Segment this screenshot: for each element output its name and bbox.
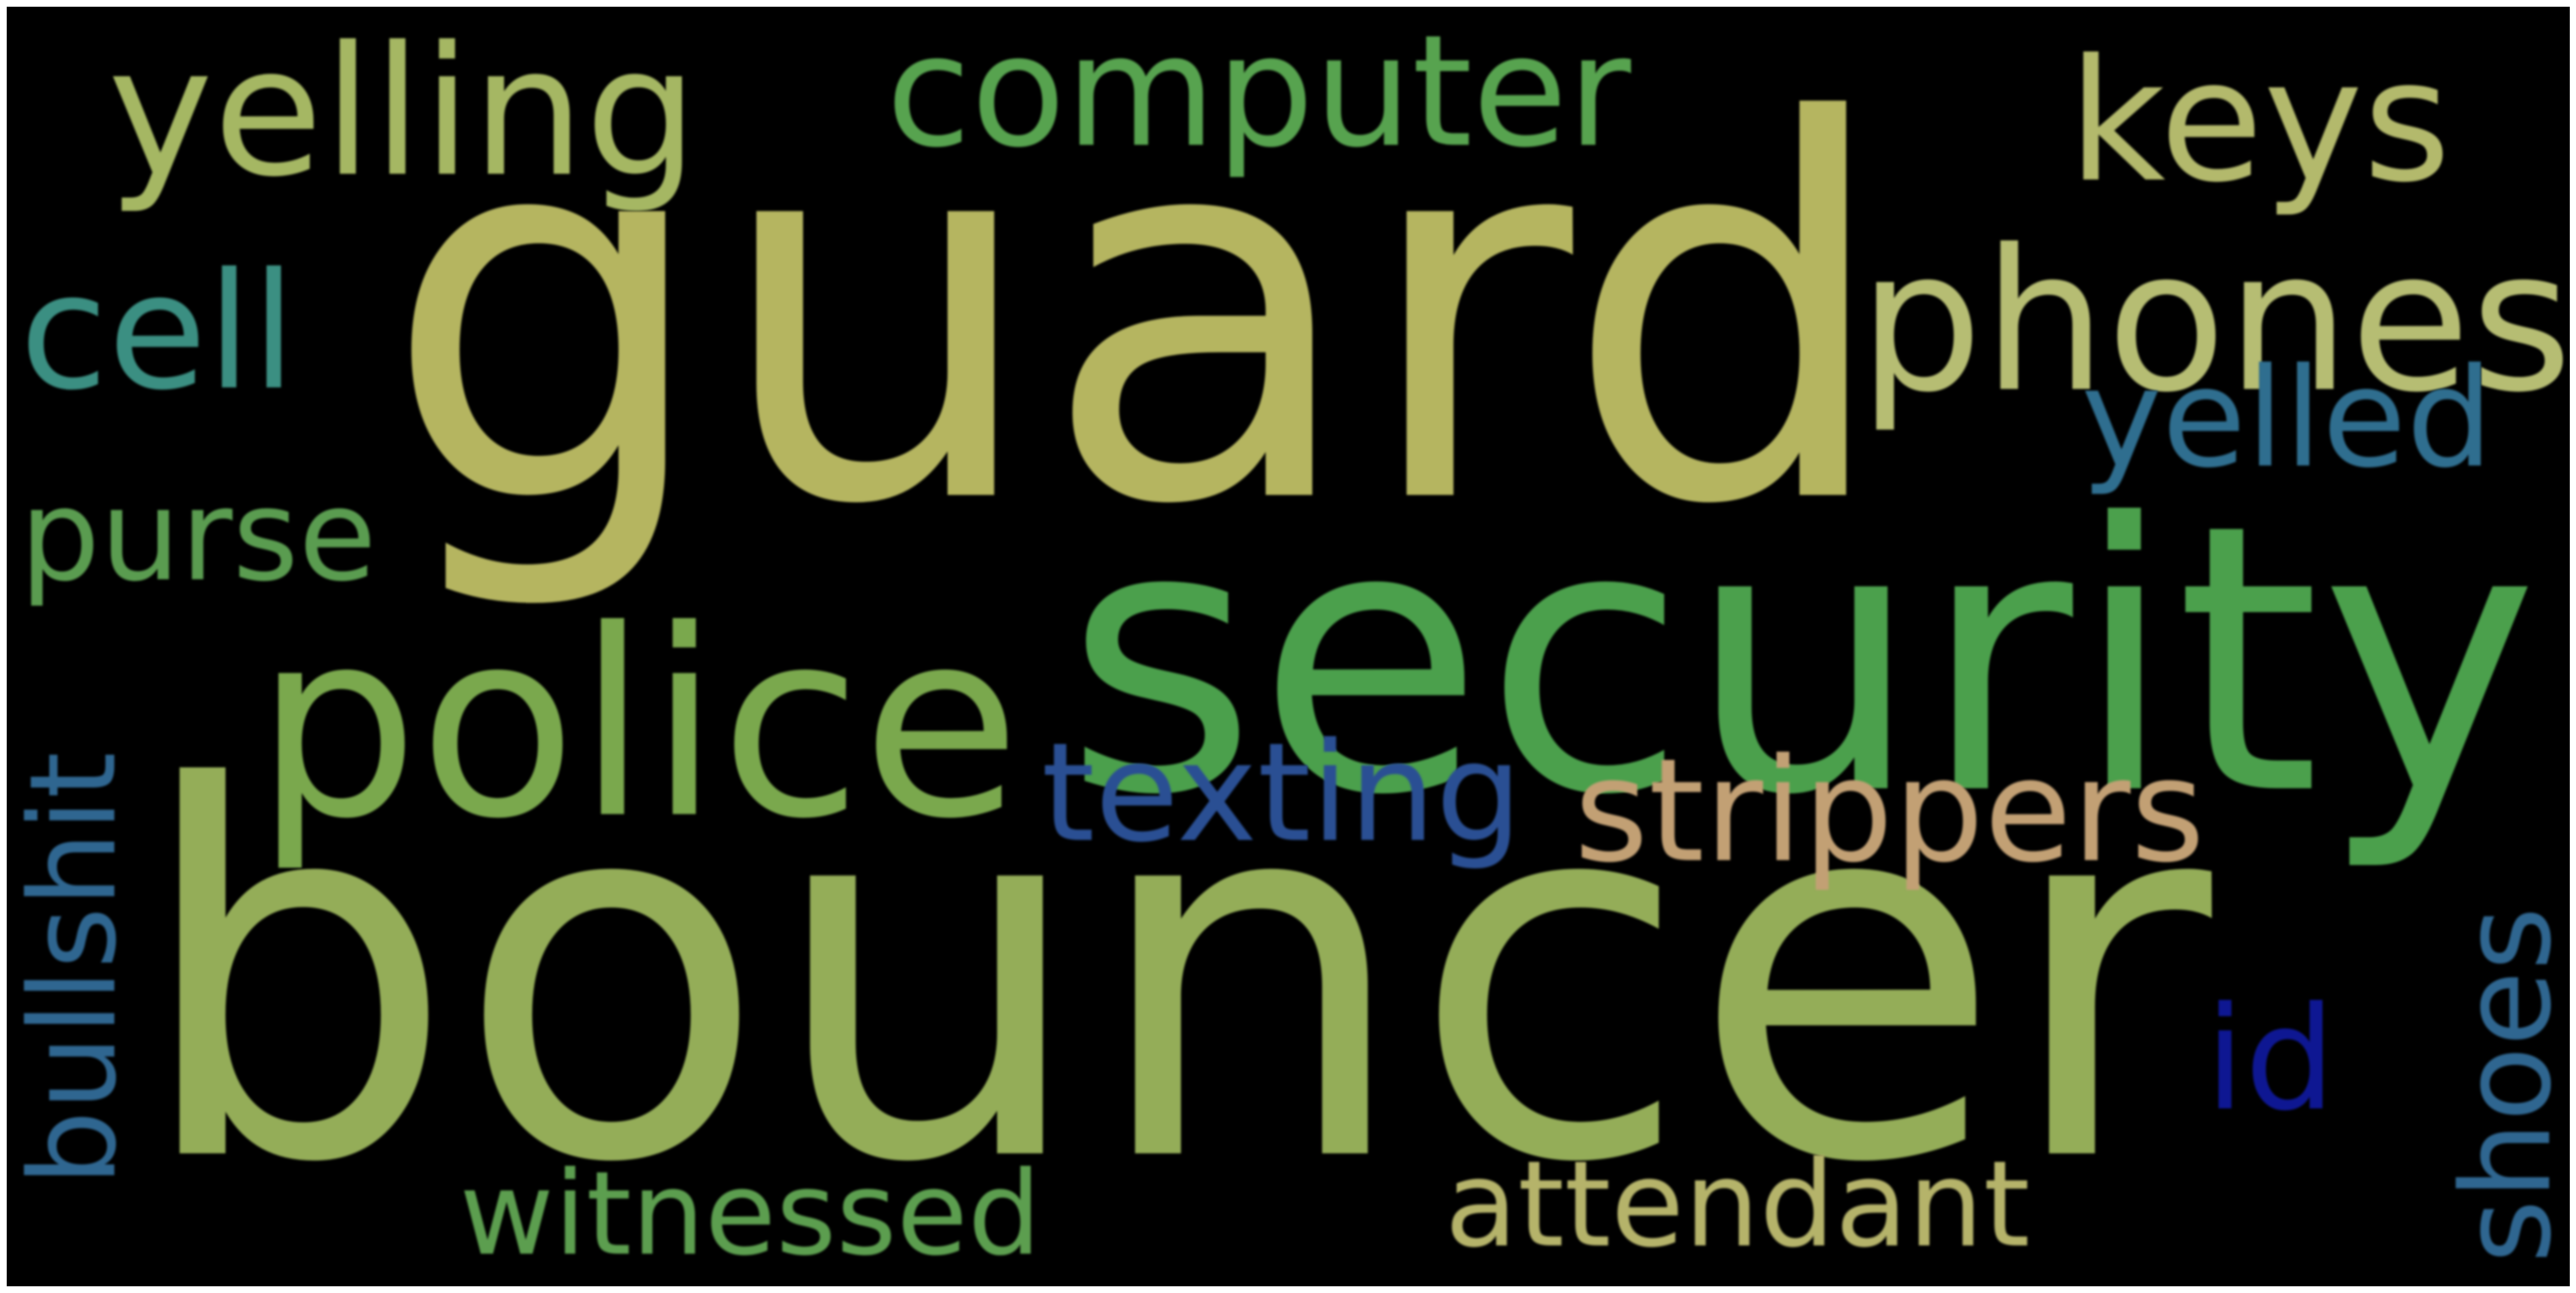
word-police: police	[255, 575, 1021, 876]
word-computer: computer	[886, 7, 1631, 182]
word-strippers: strippers	[1574, 728, 2205, 894]
word-bullshit: bullshit	[7, 751, 143, 1186]
word-guard: guard	[383, 12, 1894, 618]
word-security: security	[1065, 445, 2539, 876]
word-witnessed: witnessed	[459, 1146, 1041, 1282]
word-yelling: yelling	[108, 9, 698, 217]
word-cloud-canvas: guard bouncer security police phones com…	[7, 7, 2570, 1286]
word-id: id	[2205, 976, 2335, 1142]
word-shoes: shoes	[2435, 907, 2570, 1264]
word-yelled: yelled	[2081, 338, 2493, 498]
word-purse: purse	[20, 462, 377, 610]
word-bouncer: bouncer	[133, 682, 2212, 1274]
word-phones: phones	[1859, 207, 2570, 435]
word-texting: texting	[1041, 713, 1522, 873]
word-cell: cell	[20, 239, 296, 426]
word-keys: keys	[2068, 23, 2451, 219]
word-attendant: attendant	[1445, 1135, 2030, 1274]
